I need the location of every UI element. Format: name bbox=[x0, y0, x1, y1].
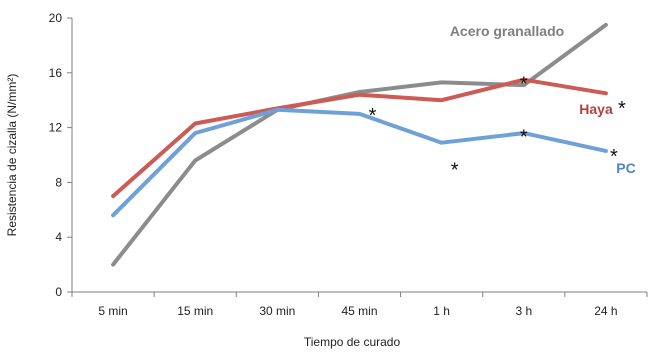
x-tick-label: 45 min bbox=[341, 304, 377, 318]
y-tick-label: 4 bbox=[55, 230, 62, 244]
annotations: * * * * * * bbox=[369, 73, 626, 181]
x-tick-label: 24 h bbox=[594, 304, 617, 318]
y-tick-label: 12 bbox=[49, 121, 63, 135]
y-tick-label: 0 bbox=[55, 285, 62, 299]
series-labels: Acero granallado Haya PC bbox=[450, 23, 636, 176]
series-lines bbox=[111, 22, 608, 267]
x-tick-label: 15 min bbox=[177, 304, 213, 318]
y-axis-title: Resistencia de cizalla (N/mm²) bbox=[5, 74, 19, 237]
asterisk-marker: * bbox=[520, 127, 528, 149]
x-tick-label: 1 h bbox=[433, 304, 450, 318]
asterisk-marker: * bbox=[369, 105, 377, 127]
series-label-2: PC bbox=[616, 160, 635, 176]
asterisk-marker: * bbox=[618, 98, 626, 120]
x-axis-title: Tiempo de curado bbox=[304, 335, 401, 349]
asterisk-marker: * bbox=[451, 160, 459, 182]
asterisk-marker: * bbox=[610, 146, 618, 168]
series-label-0: Acero granallado bbox=[450, 23, 564, 39]
x-tick-label: 5 min bbox=[98, 304, 127, 318]
series-line-2 bbox=[111, 107, 608, 218]
series-label-1: Haya bbox=[579, 101, 613, 117]
axes: 0 4 8 12 16 20 5 min 15 min 30 min 45 min 1 h 3 h 24… bbox=[49, 11, 648, 318]
series-line-1 bbox=[111, 77, 608, 199]
x-tick-label: 30 min bbox=[259, 304, 295, 318]
series-line-0 bbox=[111, 22, 608, 267]
y-tick-label: 16 bbox=[49, 66, 63, 80]
y-tick-label: 8 bbox=[55, 175, 62, 189]
x-tick-label: 3 h bbox=[515, 304, 532, 318]
asterisk-marker: * bbox=[520, 73, 528, 95]
y-tick-label: 20 bbox=[49, 11, 63, 25]
